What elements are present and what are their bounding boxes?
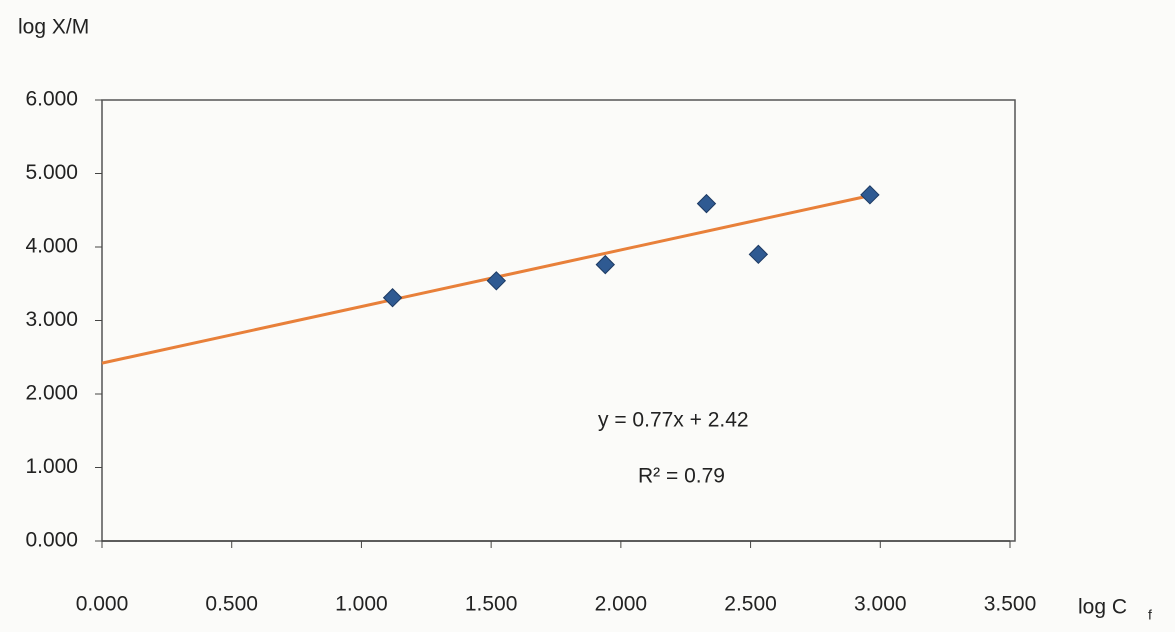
x-tick-label: 1.500 bbox=[465, 593, 518, 616]
x-tick-label: 0.000 bbox=[76, 593, 129, 616]
y-axis-title: log X/M bbox=[18, 16, 89, 39]
x-axis-title-subscript: f bbox=[1148, 607, 1152, 623]
y-tick-label: 5.000 bbox=[25, 161, 78, 184]
r-squared: R² = 0.79 bbox=[638, 465, 725, 488]
x-tick-label: 2.500 bbox=[724, 593, 777, 616]
data-point bbox=[382, 288, 403, 308]
data-point bbox=[860, 185, 880, 205]
x-tick-label: 3.500 bbox=[984, 593, 1037, 616]
y-tick-label: 0.000 bbox=[25, 529, 78, 552]
x-tick-label: 3.000 bbox=[854, 593, 907, 616]
plot-frame bbox=[101, 99, 1016, 542]
y-tick-label: 4.000 bbox=[25, 235, 78, 258]
y-tick-label: 3.000 bbox=[25, 308, 78, 331]
y-tick-label: 1.000 bbox=[25, 455, 78, 478]
data-point bbox=[696, 193, 717, 214]
data-point bbox=[486, 271, 507, 291]
x-tick-label: 0.500 bbox=[205, 593, 258, 616]
y-tick-label: 2.000 bbox=[25, 382, 78, 405]
data-point bbox=[748, 244, 769, 265]
trend-equation: y = 0.77x + 2.42 bbox=[598, 409, 749, 432]
data-point bbox=[595, 254, 615, 275]
x-axis-title: log C bbox=[1078, 596, 1127, 619]
y-tick-label: 6.000 bbox=[25, 88, 78, 111]
x-tick-label: 2.000 bbox=[595, 593, 648, 616]
x-tick-label: 1.000 bbox=[335, 593, 388, 616]
trendline bbox=[101, 194, 871, 365]
